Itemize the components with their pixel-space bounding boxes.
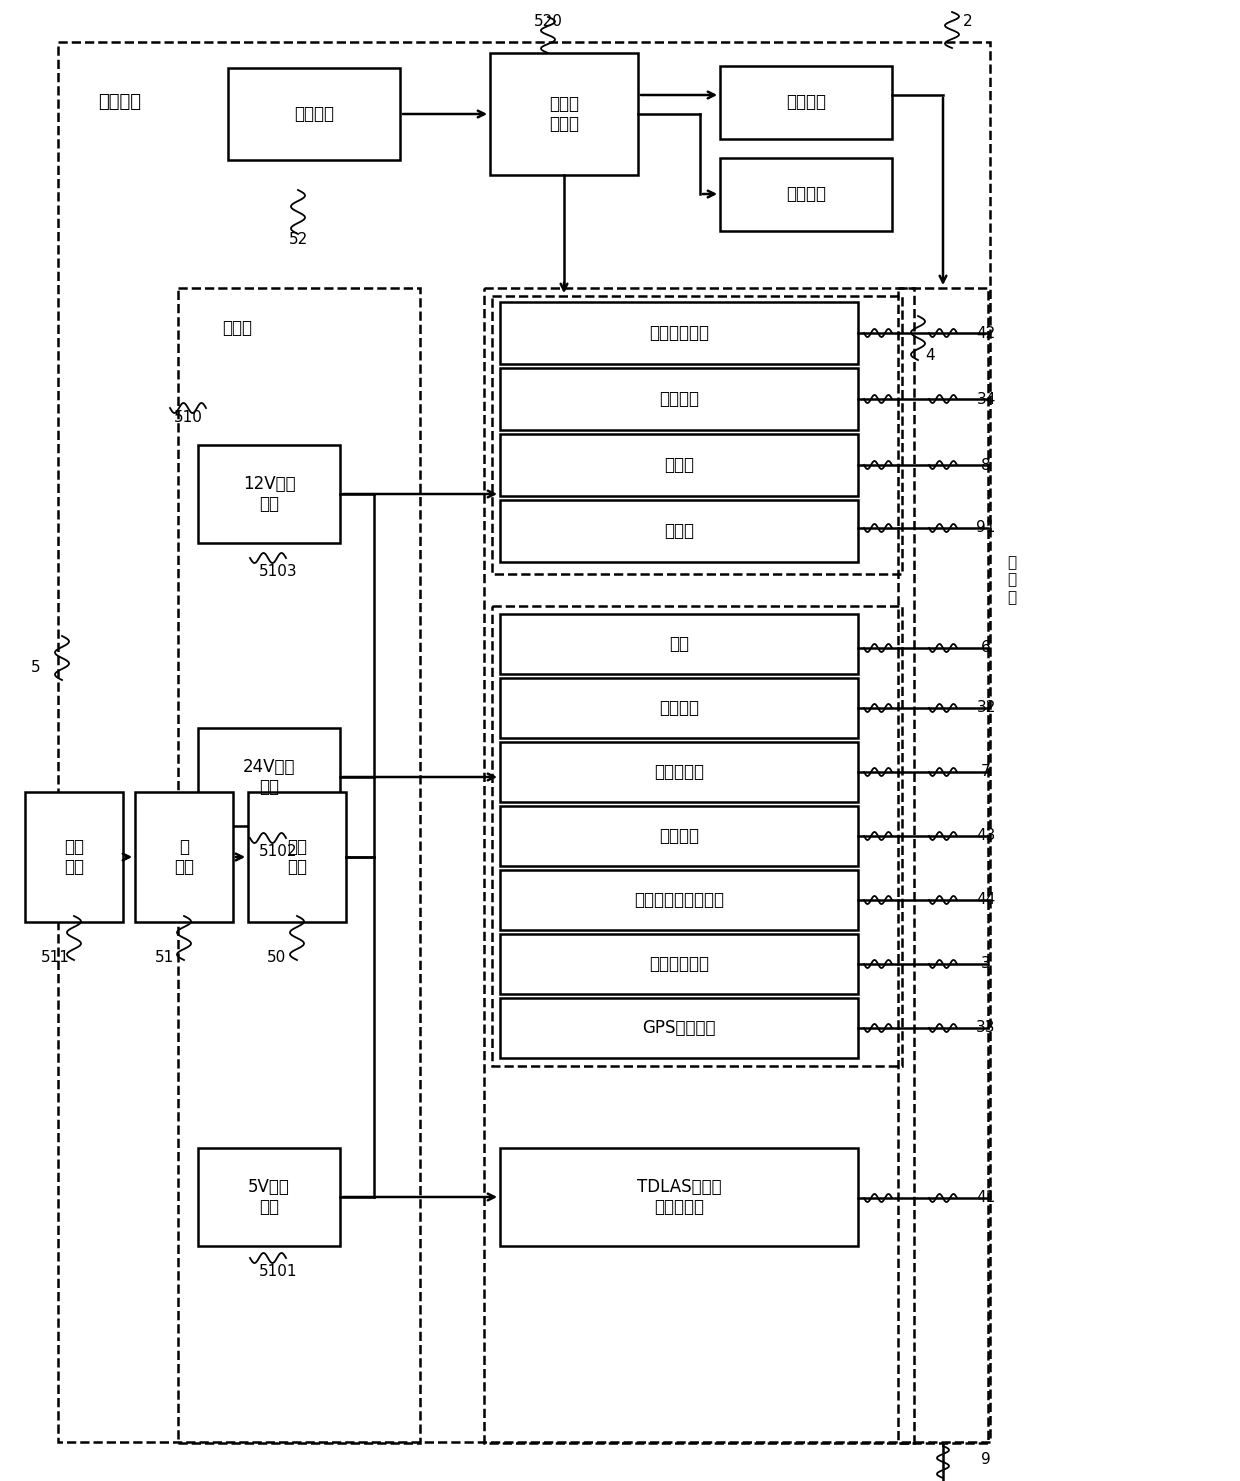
Bar xyxy=(500,678,858,738)
Bar xyxy=(500,742,858,803)
Text: 中控平台: 中控平台 xyxy=(786,93,826,111)
Bar xyxy=(500,998,858,1057)
Text: 8: 8 xyxy=(981,458,991,472)
Text: 电压选
择单元: 电压选 择单元 xyxy=(549,95,579,133)
Text: 激光雷达: 激光雷达 xyxy=(658,699,699,717)
Bar xyxy=(500,501,858,561)
Bar xyxy=(135,792,233,923)
Text: 50: 50 xyxy=(267,951,285,966)
Text: 红外成像装置: 红外成像装置 xyxy=(649,324,709,342)
Text: 5102: 5102 xyxy=(259,844,298,859)
Text: 对讲机: 对讲机 xyxy=(663,521,694,541)
Text: 供电系统: 供电系统 xyxy=(98,93,141,111)
Bar xyxy=(198,1148,340,1246)
Text: 摄像装置: 摄像装置 xyxy=(658,826,699,846)
Bar xyxy=(58,41,990,1442)
Text: 通信单元: 通信单元 xyxy=(786,185,826,203)
Text: 91: 91 xyxy=(976,520,996,536)
Bar xyxy=(198,729,340,826)
Bar xyxy=(25,792,123,923)
Text: 主
电源: 主 电源 xyxy=(174,838,193,877)
Text: 四合一气体检测装置: 四合一气体检测装置 xyxy=(634,892,724,909)
Bar xyxy=(492,296,901,575)
Text: 41: 41 xyxy=(976,1191,996,1206)
Text: 声光报警器: 声光报警器 xyxy=(653,763,704,780)
Text: 充电
装置: 充电 装置 xyxy=(64,838,84,877)
Text: 33: 33 xyxy=(976,1020,996,1035)
Text: 12V电压
单元: 12V电压 单元 xyxy=(243,474,295,514)
Text: GPS导航系统: GPS导航系统 xyxy=(642,1019,715,1037)
Bar xyxy=(179,287,420,1442)
Text: 44: 44 xyxy=(976,893,996,908)
Text: 备用电源: 备用电源 xyxy=(294,105,334,123)
Text: 42: 42 xyxy=(976,326,996,341)
Text: 520: 520 xyxy=(533,15,563,30)
Text: 测距装置: 测距装置 xyxy=(658,390,699,407)
Text: 7: 7 xyxy=(981,764,991,779)
Bar xyxy=(500,935,858,994)
Bar xyxy=(898,287,988,1442)
Bar xyxy=(484,287,914,1442)
Text: 32: 32 xyxy=(976,701,996,715)
Bar xyxy=(228,68,401,160)
Bar xyxy=(492,606,901,1066)
Text: 2: 2 xyxy=(963,15,973,30)
Bar xyxy=(720,67,892,139)
Text: 5103: 5103 xyxy=(259,564,298,579)
Text: TDLAS光谱气
体检测装置: TDLAS光谱气 体检测装置 xyxy=(636,1177,722,1216)
Text: 4: 4 xyxy=(925,348,935,363)
Text: 5: 5 xyxy=(31,661,41,675)
Text: 驱动控制单元: 驱动控制单元 xyxy=(649,955,709,973)
Bar xyxy=(198,444,340,544)
Text: 5V电压
单元: 5V电压 单元 xyxy=(248,1177,290,1216)
Bar xyxy=(500,615,858,674)
Text: 51: 51 xyxy=(154,951,174,966)
Bar xyxy=(500,806,858,866)
Text: 云台: 云台 xyxy=(670,635,689,653)
Text: 9: 9 xyxy=(981,1453,991,1468)
Text: 43: 43 xyxy=(976,828,996,844)
Text: 3: 3 xyxy=(981,957,991,972)
Bar xyxy=(490,53,639,175)
Bar xyxy=(500,1148,858,1246)
Text: 5101: 5101 xyxy=(259,1265,298,1280)
Bar xyxy=(500,302,858,364)
Bar xyxy=(500,367,858,429)
Bar xyxy=(500,434,858,496)
Bar xyxy=(720,158,892,231)
Bar xyxy=(248,792,346,923)
Text: 24V电压
单元: 24V电压 单元 xyxy=(243,758,295,797)
Text: 6: 6 xyxy=(981,640,991,656)
Text: 511: 511 xyxy=(41,951,69,966)
Text: 继
电
器: 继 电 器 xyxy=(1007,555,1017,604)
Bar xyxy=(500,869,858,930)
Text: 510: 510 xyxy=(174,410,202,425)
Text: 52: 52 xyxy=(289,233,308,247)
Text: 空气
开关: 空气 开关 xyxy=(286,838,308,877)
Text: 变压板: 变压板 xyxy=(222,318,252,338)
Text: 拾音器: 拾音器 xyxy=(663,456,694,474)
Text: 34: 34 xyxy=(976,391,996,406)
